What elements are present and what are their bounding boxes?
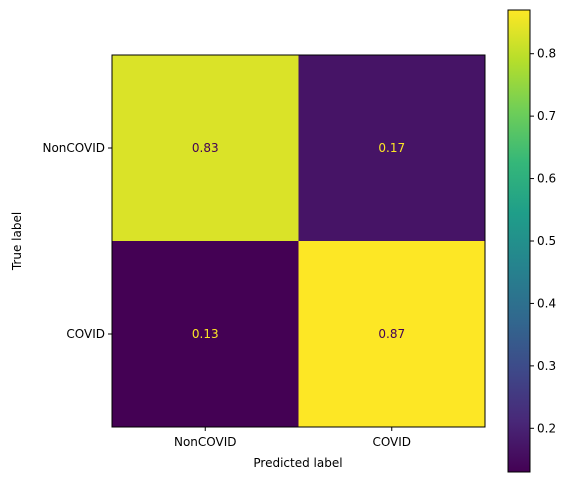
colorbar-tick-label: 0.7	[537, 109, 556, 123]
colorbar-tick-label: 0.3	[537, 359, 556, 373]
cell-value-label: 0.13	[192, 327, 219, 341]
colorbar-tick-label: 0.4	[537, 296, 556, 310]
cell-value-label: 0.87	[378, 327, 405, 341]
x-tick-label: COVID	[372, 435, 411, 449]
colorbar-ticks: 0.2 0.3 0.4 0.5 0.6 0.7 0.8	[530, 47, 556, 435]
matrix-cell	[112, 55, 299, 241]
matrix-cell	[298, 241, 485, 427]
colorbar-tick-label: 0.2	[537, 421, 556, 435]
cell-value-label: 0.83	[192, 141, 219, 155]
matrix-frame	[111, 54, 486, 428]
y-axis-ticks: NonCOVID COVID	[42, 141, 112, 341]
x-tick-label: NonCOVID	[174, 435, 237, 449]
colorbar-tick-label: 0.6	[537, 172, 556, 186]
x-axis-ticks: NonCOVID COVID	[174, 427, 411, 449]
x-axis-label: Predicted label	[253, 456, 342, 470]
colorbar-tick-label: 0.8	[537, 47, 556, 61]
colorbar	[507, 9, 531, 473]
matrix-cell	[298, 55, 485, 241]
colorbar-tick-label: 0.5	[537, 234, 556, 248]
cell-value-label: 0.17	[378, 141, 405, 155]
y-tick-label: NonCOVID	[42, 141, 105, 155]
matrix-cell	[112, 241, 299, 427]
y-tick-label: COVID	[66, 327, 105, 341]
y-axis-label: True label	[10, 212, 24, 271]
matrix-cells: 0.83 0.17 0.13 0.87	[112, 55, 485, 427]
